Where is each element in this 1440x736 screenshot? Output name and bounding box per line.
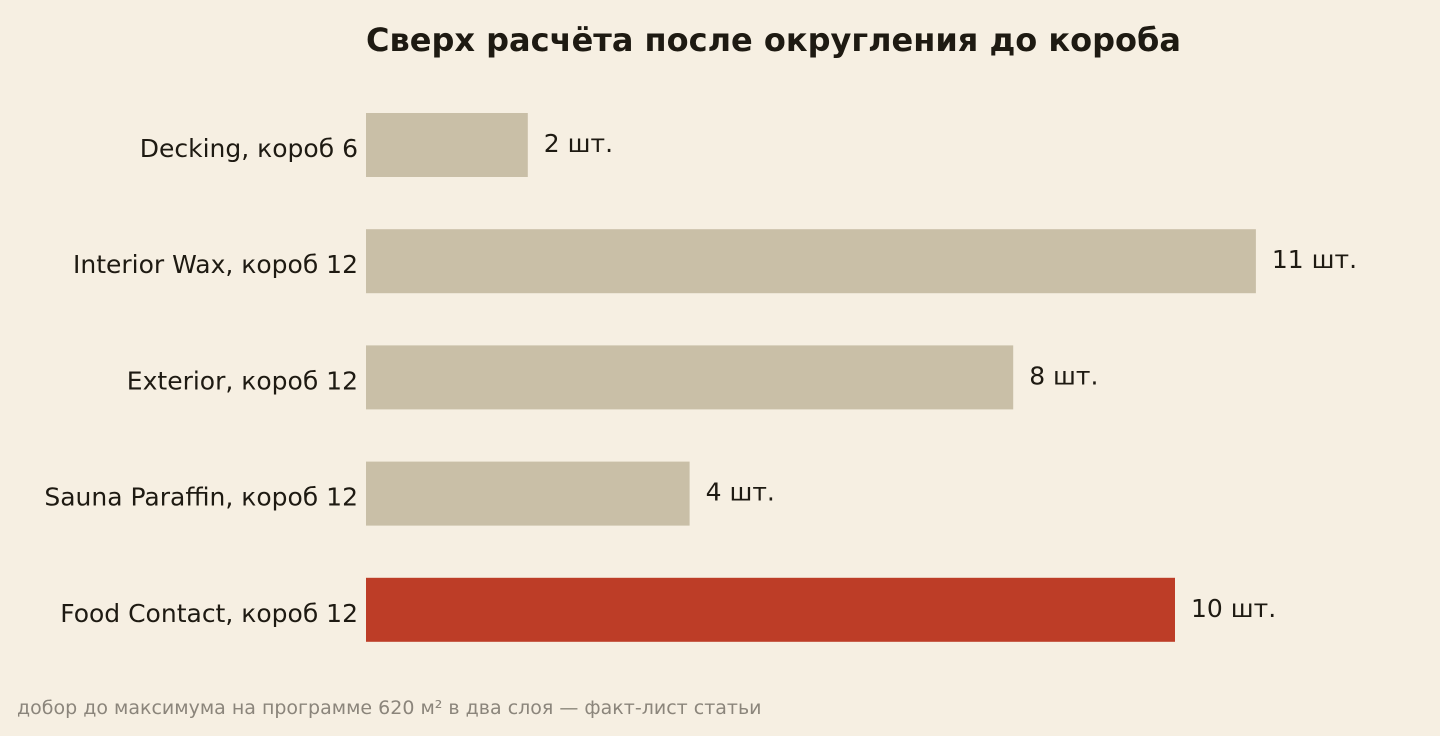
bar-group: Decking, короб 6 2 шт. Interior Wax, короб… xyxy=(44,113,1357,642)
value-label-4: 10 шт. xyxy=(1191,594,1276,623)
bar-1 xyxy=(366,229,1256,294)
chart-title: Сверх расчёта после округления до короба xyxy=(366,21,1181,59)
bar-0 xyxy=(366,113,528,177)
chart-footnote: добор до максимума на программе 620 м² в… xyxy=(17,697,762,719)
category-label-1: Interior Wax, короб 12 xyxy=(73,250,358,279)
bar-2 xyxy=(366,345,1014,410)
category-label-2: Exterior, короб 12 xyxy=(127,366,358,395)
value-label-3: 4 шт. xyxy=(706,478,775,507)
value-label-0: 2 шт. xyxy=(544,129,613,158)
category-label-4: Food Contact, короб 12 xyxy=(60,599,358,628)
value-label-2: 8 шт. xyxy=(1029,361,1098,390)
bar-4 xyxy=(366,577,1175,642)
value-label-1: 11 шт. xyxy=(1272,245,1357,274)
category-label-3: Sauna Paraffin, короб 12 xyxy=(44,483,358,512)
category-label-0: Decking, короб 6 xyxy=(140,134,358,163)
bar-3 xyxy=(366,461,690,526)
